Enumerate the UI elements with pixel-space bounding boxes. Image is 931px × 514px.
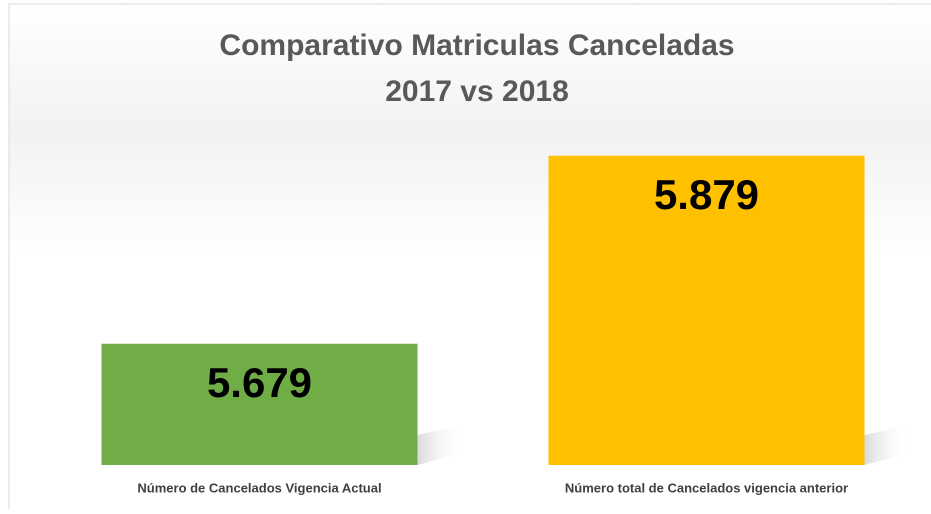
chart-subtitle: 2017 vs 2018: [385, 75, 569, 108]
bar-shadow: [864, 425, 910, 465]
x-tick-label: Número total de Cancelados vigencia ante…: [565, 480, 848, 495]
x-tick-label: Número de Cancelados Vigencia Actual: [137, 480, 381, 495]
value-label: 5.879: [654, 171, 759, 218]
chart-title: Comparativo Matriculas Canceladas: [219, 29, 734, 62]
bar: [548, 155, 865, 466]
bar-shadow: [417, 425, 463, 465]
bar: [101, 343, 418, 465]
value-label: 5.679: [207, 359, 312, 406]
